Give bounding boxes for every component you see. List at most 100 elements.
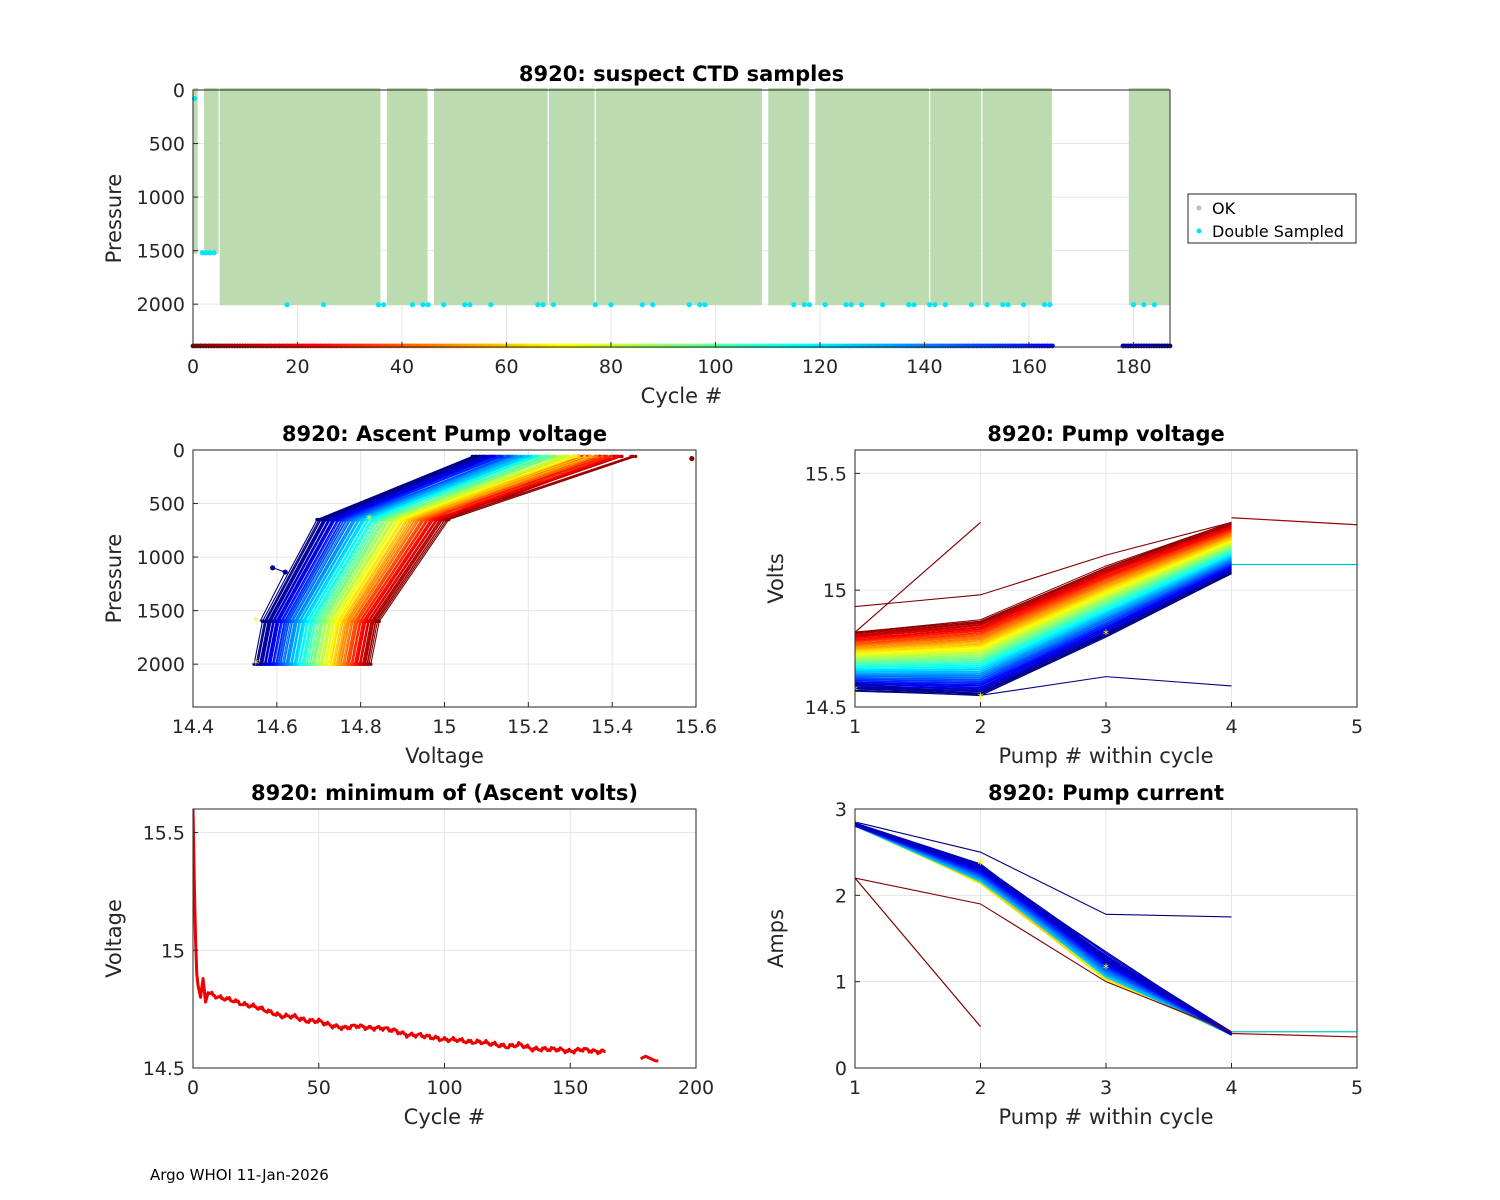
double-sampled-point	[592, 302, 598, 308]
pumpv-outlier-line	[855, 521, 1232, 608]
double-sampled-point	[1005, 302, 1011, 308]
suspect-marks	[190, 88, 1173, 349]
double-sampled-point	[650, 302, 656, 308]
pumpc-outlier-line	[855, 821, 1232, 918]
ascent-voltage-chart: * * * 14.4 14.6 14.8 15 15.2 15.4 15.6 0 500 1000 15…	[102, 422, 717, 768]
pumpv-outlier-line	[855, 676, 1232, 696]
ascent-xtick-label: 15.4	[591, 716, 633, 738]
ascent-title: 8920: Ascent Pump voltage	[282, 422, 607, 446]
ascent-profile-point	[317, 619, 321, 624]
ascent-profile-point	[297, 662, 302, 666]
min-volts-series	[193, 809, 606, 1056]
ascent-profile-line	[325, 455, 574, 665]
double-sampled-point	[467, 302, 473, 308]
ok-sample-block	[982, 88, 1052, 306]
ascent-profile-line	[298, 455, 532, 665]
pumpv-cycle-line	[855, 552, 1232, 668]
double-sampled-point	[859, 302, 865, 308]
ascent-profile-point	[522, 454, 526, 459]
ascent-profile-point	[361, 662, 365, 666]
ascent-profile-point	[266, 662, 271, 666]
ascent-profile-point	[633, 454, 638, 459]
ascent-profile-point	[518, 454, 523, 459]
double-sampled-point	[806, 302, 813, 308]
ascent-profile-point	[353, 662, 357, 666]
ascent-profile-point	[609, 454, 613, 459]
ascent-ytick-label: 500	[149, 494, 185, 516]
suspect-ytick-label: 500	[149, 134, 185, 156]
double-sampled-point	[321, 302, 327, 308]
ascent-profile-line	[364, 455, 632, 665]
double-sampled-point	[848, 302, 854, 308]
suspect-xtick-label: 20	[285, 356, 309, 378]
highlight-star-marker: *	[978, 857, 984, 871]
double-sampled-point	[381, 302, 387, 308]
pumpv-xtick-label: 1	[849, 716, 861, 738]
legend-double-label: Double Sampled	[1212, 222, 1344, 241]
ascent-profile-point	[282, 662, 286, 666]
ascent-profile-point	[293, 619, 297, 624]
pumpc-cycle-line	[855, 825, 1232, 1036]
highlight-star-marker: *	[253, 657, 259, 671]
ascent-profile-line	[288, 455, 521, 665]
ascent-profile-line	[350, 455, 608, 665]
ascent-profile-point	[358, 662, 362, 666]
pumpc-ytick-label: 2	[835, 885, 847, 907]
highlight-star-marker: *	[978, 691, 984, 705]
pumpv-marks: * * *	[852, 517, 1357, 705]
ascent-profile-point	[629, 454, 633, 459]
pumpc-ytick-label: 0	[835, 1058, 847, 1080]
legend-ok-marker	[1196, 205, 1202, 211]
legend-ok-label: OK	[1212, 199, 1236, 218]
ascent-profile-point	[290, 619, 295, 624]
legend-box	[1187, 193, 1357, 244]
highlight-star-marker: *	[852, 684, 858, 698]
suspect-ticks: 0 20 40 60 80 100 120 140 160 180 0 500 1000 1500 2000	[137, 80, 1152, 378]
ascent-profile-point	[351, 619, 355, 624]
suspect-xtick-label: 80	[599, 356, 623, 378]
ascent-profile-point	[298, 619, 302, 624]
pumpv-cycle-line	[855, 527, 1232, 641]
minv-ytick-label: 14.5	[143, 1058, 185, 1080]
suspect-xtick-label: 180	[1115, 356, 1151, 378]
suspect-xtick-label: 0	[187, 356, 199, 378]
ascent-profile-point	[550, 454, 555, 459]
double-sampled-point	[791, 302, 797, 308]
pumpc-xtick-label: 3	[1100, 1077, 1112, 1099]
pumpv-cycle-line	[855, 553, 1232, 671]
ascent-profile-line	[273, 455, 501, 665]
ascent-profile-point	[335, 619, 339, 624]
pumpv-cycle-line	[855, 557, 1232, 675]
ok-sample-block	[193, 88, 198, 254]
minv-ytick-label: 15.5	[143, 823, 185, 845]
pumpc-pump5-line	[1231, 1032, 1357, 1038]
pumpv-cycle-line	[855, 572, 1232, 696]
ascent-profile-point	[353, 619, 358, 624]
ok-sample-block	[595, 88, 762, 306]
ascent-profile-line	[314, 455, 544, 665]
ascent-profile-point	[317, 517, 321, 522]
double-sampled-point	[550, 302, 557, 308]
ascent-profile-point	[301, 619, 305, 624]
ascent-profile-point	[506, 454, 511, 459]
ascent-profile-point	[544, 454, 548, 459]
ascent-profile-point	[491, 454, 495, 459]
pumpc-title: 8920: Pump current	[988, 781, 1224, 805]
pumpv-outlier-line	[855, 521, 981, 633]
suspect-ytick-label: 1500	[137, 241, 185, 263]
suspect-ytick-label: 0	[173, 80, 185, 102]
pumpv-xtick-label: 5	[1351, 716, 1363, 738]
pumpc-ylabel: Amps	[764, 909, 788, 968]
ascent-profile-point	[292, 662, 297, 666]
pumpv-cycle-line	[855, 563, 1232, 681]
ascent-outlier-point	[270, 565, 276, 571]
ascent-profile-point	[526, 454, 530, 459]
double-sampled-point	[608, 302, 614, 308]
ascent-profile-line	[346, 455, 598, 665]
pumpc-marks: * * *	[855, 816, 1357, 1038]
ascent-profile-point	[587, 454, 592, 459]
suspect-ytick-label: 1000	[137, 187, 185, 209]
ok-sample-block	[768, 88, 809, 306]
ascent-profile-point	[369, 619, 374, 624]
ok-sample-block	[815, 88, 930, 306]
